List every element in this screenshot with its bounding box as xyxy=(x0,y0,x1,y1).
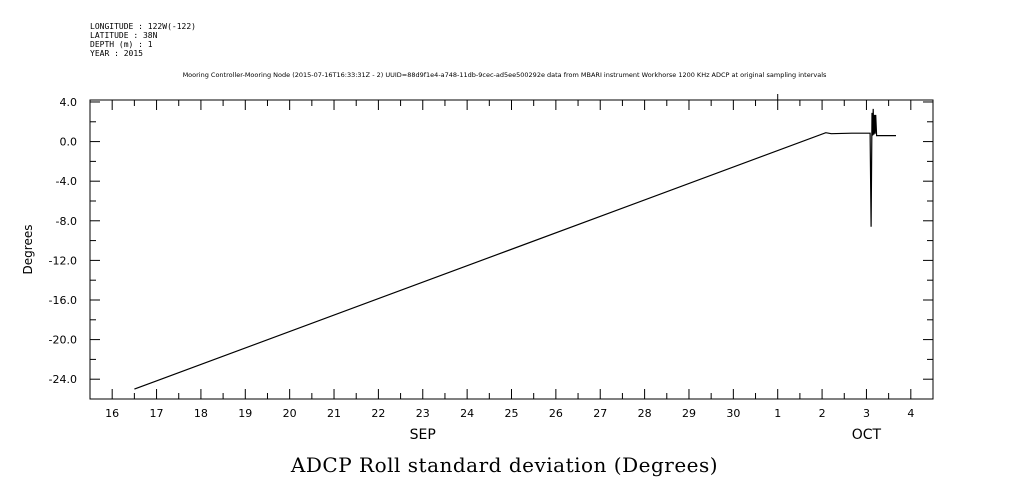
x-tick-label: 21 xyxy=(327,407,341,420)
y-tick-label: -8.0 xyxy=(56,215,77,228)
x-tick-label: 18 xyxy=(194,407,208,420)
x-tick-label: 22 xyxy=(371,407,385,420)
x-tick-label: 27 xyxy=(593,407,607,420)
x-month-label: SEP xyxy=(410,427,436,443)
x-tick-label: 23 xyxy=(416,407,430,420)
x-tick-label: 17 xyxy=(150,407,164,420)
y-tick-label: -24.0 xyxy=(49,373,77,386)
x-tick-label: 20 xyxy=(283,407,297,420)
x-tick-label: 1 xyxy=(774,407,781,420)
y-tick-label: -4.0 xyxy=(56,175,77,188)
y-axis-label: Degrees xyxy=(21,225,35,275)
chart-title: ADCP Roll standard deviation (Degrees) xyxy=(290,453,719,477)
year-label: YEAR : 2015 xyxy=(90,49,143,58)
x-month-label: OCT xyxy=(852,427,882,443)
longitude-label: LONGITUDE : 122W(-122) xyxy=(90,22,196,31)
y-tick-label: -20.0 xyxy=(49,334,77,347)
y-tick-label: 4.0 xyxy=(60,96,78,109)
x-tick-label: 26 xyxy=(549,407,563,420)
depth-label: DEPTH (m) : 1 xyxy=(90,40,153,49)
y-tick-label: -12.0 xyxy=(49,254,77,267)
x-tick-label: 29 xyxy=(682,407,696,420)
x-tick-label: 19 xyxy=(238,407,252,420)
x-tick-label: 28 xyxy=(638,407,652,420)
chart-subtitle: Mooring Controller-Mooring Node (2015-07… xyxy=(182,71,827,79)
x-tick-label: 16 xyxy=(105,407,119,420)
x-tick-label: 24 xyxy=(460,407,474,420)
series-line xyxy=(134,108,896,390)
x-tick-label: 3 xyxy=(863,407,870,420)
latitude-label: LATITUDE : 38N xyxy=(90,31,158,40)
x-tick-label: 2 xyxy=(819,407,826,420)
x-tick-label: 25 xyxy=(505,407,519,420)
y-tick-label: 0.0 xyxy=(60,136,78,149)
x-tick-label: 30 xyxy=(726,407,740,420)
y-tick-label: -16.0 xyxy=(49,294,77,307)
x-tick-label: 4 xyxy=(907,407,914,420)
